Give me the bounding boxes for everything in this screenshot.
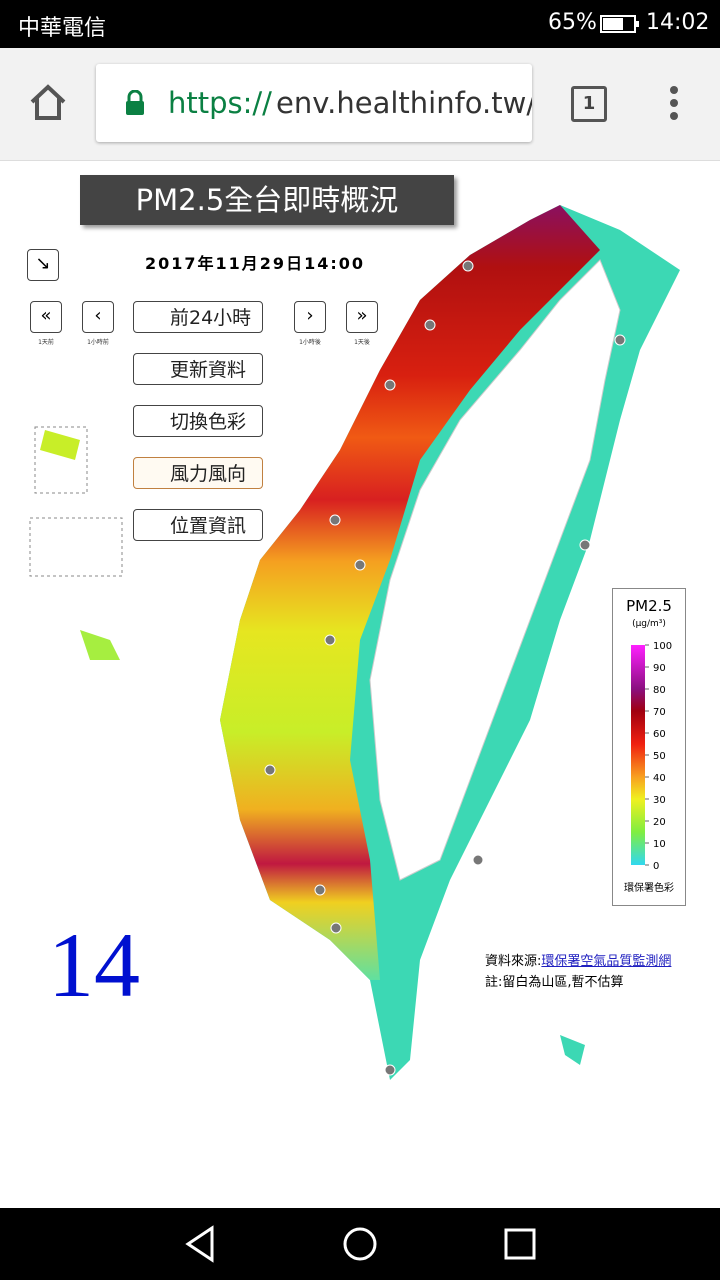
timestamp: 2017年11月29日14:00 bbox=[145, 254, 365, 273]
island-west bbox=[220, 205, 600, 980]
islet bbox=[80, 630, 120, 660]
islet bbox=[40, 430, 80, 460]
legend-title: PM2.5 bbox=[626, 597, 672, 615]
button-label: 位置資訊 bbox=[170, 515, 247, 537]
browser-toolbar: https:// env.healthinfo.tw/ 1 bbox=[0, 48, 720, 161]
back-day-button[interactable]: « bbox=[30, 301, 62, 333]
mountain-area bbox=[369, 259, 621, 881]
button-label: 切換色彩 bbox=[170, 411, 247, 433]
pm25-map bbox=[29, 205, 680, 1080]
url-scheme: https:// bbox=[168, 86, 272, 120]
battery: 65% bbox=[548, 10, 597, 35]
battery-icon bbox=[600, 15, 639, 33]
legend-footer: 環保署色彩 bbox=[624, 883, 674, 894]
source-label: 資料來源: bbox=[485, 954, 542, 969]
tab-switcher[interactable]: 1 bbox=[571, 86, 607, 122]
forward-day-button[interactable]: » bbox=[346, 301, 378, 333]
android-nav-bar bbox=[0, 1208, 720, 1280]
color-button[interactable]: 切換色彩 bbox=[133, 405, 263, 437]
url-bar[interactable]: https:// env.healthinfo.tw/ bbox=[96, 64, 532, 142]
status-bar: 中華電信 65% 14:02 bbox=[0, 0, 720, 48]
lock-icon bbox=[126, 90, 144, 115]
note: 註:留白為山區,暫不估算 bbox=[485, 975, 624, 990]
legend-tick-label: 100 bbox=[653, 641, 672, 652]
nav-label: 1小時後 bbox=[299, 339, 321, 346]
legend-tick-label: 70 bbox=[653, 707, 666, 718]
menu-button[interactable] bbox=[664, 84, 684, 124]
wind-button[interactable]: 風力風向 bbox=[133, 457, 263, 489]
home-nav-button[interactable] bbox=[343, 1227, 377, 1261]
hour-indicator: 14 bbox=[48, 914, 140, 1016]
nav-label: 1小時前 bbox=[87, 339, 109, 346]
back-button[interactable] bbox=[185, 1225, 214, 1263]
home-button[interactable] bbox=[28, 82, 68, 122]
legend-tick-label: 90 bbox=[653, 663, 666, 674]
inset-frame bbox=[29, 517, 123, 577]
forward-hour-button[interactable]: › bbox=[294, 301, 326, 333]
stations bbox=[264, 260, 626, 1076]
carrier: 中華電信 bbox=[18, 16, 107, 41]
legend-tick-label: 40 bbox=[653, 773, 666, 784]
recents-button[interactable] bbox=[504, 1228, 536, 1260]
clock: 14:02 bbox=[646, 10, 710, 35]
url-host: env.healthinfo.tw/ bbox=[276, 86, 532, 120]
nav-buttons bbox=[185, 1225, 536, 1263]
source: 資料來源:環保署空氣品質監測網 bbox=[485, 950, 671, 969]
play-24h-button[interactable]: 前24小時 bbox=[133, 301, 263, 333]
legend-tick-label: 30 bbox=[653, 795, 666, 806]
colorbar-gradient bbox=[631, 645, 645, 865]
legend-unit: (μg/m³) bbox=[632, 619, 666, 629]
legend: PM2.5 (μg/m³) 100 90 80 70 60 50 40 30 20 10 0 環保署… bbox=[612, 588, 686, 906]
page-title: PM2.5全台即時概況 bbox=[80, 175, 454, 225]
nav-label: 1天前 bbox=[38, 339, 54, 346]
legend-tick-label: 20 bbox=[653, 817, 666, 828]
location-button[interactable]: 位置資訊 bbox=[133, 509, 263, 541]
islet bbox=[560, 1035, 585, 1065]
legend-tick-label: 0 bbox=[653, 861, 659, 872]
inset-frame bbox=[34, 426, 88, 494]
back-hour-button[interactable]: ‹ bbox=[82, 301, 114, 333]
refresh-button[interactable]: 更新資料 bbox=[133, 353, 263, 385]
source-link[interactable]: 環保署空氣品質監測網 bbox=[541, 954, 672, 969]
button-label: 更新資料 bbox=[170, 359, 247, 381]
nav-label: 1天後 bbox=[354, 339, 370, 346]
button-label: 前24小時 bbox=[170, 307, 252, 329]
collapse-button[interactable]: ↘ bbox=[27, 249, 59, 281]
legend-tick-label: 60 bbox=[653, 729, 666, 740]
legend-tick-label: 10 bbox=[653, 839, 666, 850]
legend-tick-label: 50 bbox=[653, 751, 666, 762]
legend-tick-label: 80 bbox=[653, 685, 666, 696]
button-label: 風力風向 bbox=[170, 463, 247, 485]
